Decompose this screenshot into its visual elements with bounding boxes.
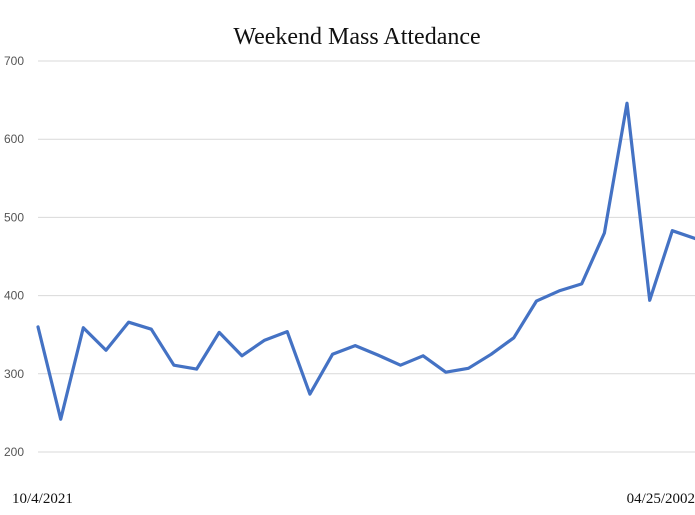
x-tick-label: 10/4/2021 [12, 491, 73, 507]
y-tick-label: 600 [4, 132, 24, 146]
x-tick-label: 04/25/2002 [627, 491, 695, 507]
gridlines [38, 60, 695, 453]
y-tick-label: 700 [4, 54, 24, 68]
y-tick-label: 400 [4, 289, 24, 303]
series-line [36, 101, 695, 421]
y-tick-label: 200 [4, 445, 24, 459]
y-tick-label: 300 [4, 367, 24, 381]
chart-title: Weekend Mass Attedance [233, 24, 480, 50]
y-axis-tick-labels: 200 300 400 500 600 700 [4, 54, 24, 459]
x-axis-tick-labels: 10/4/2021 04/25/2002 [12, 491, 695, 507]
series-layer [36, 101, 695, 421]
y-tick-label: 500 [4, 210, 24, 224]
